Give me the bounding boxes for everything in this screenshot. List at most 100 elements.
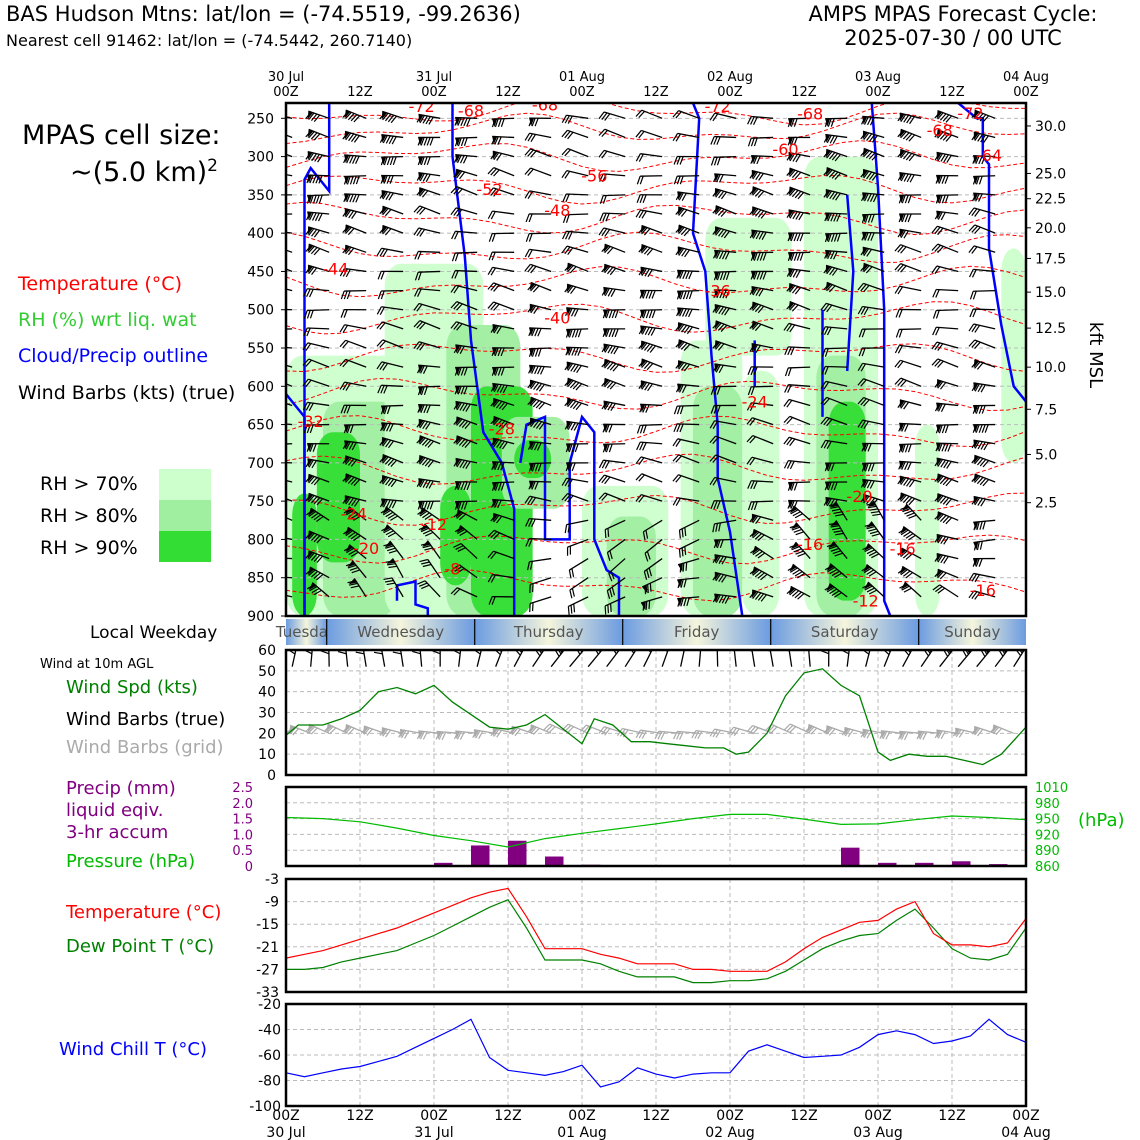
wind-barb (305, 492, 330, 506)
wind-barb (749, 513, 774, 525)
barb-shaft (286, 129, 293, 139)
barb-feather (724, 251, 730, 260)
barb-feather (564, 307, 570, 316)
barb-feather (684, 527, 687, 536)
wind-barb (931, 341, 959, 351)
barb-shaft (308, 530, 330, 541)
wind-barb (379, 190, 404, 201)
barb-feather (528, 481, 533, 490)
wind-tick-label: 0 (267, 768, 276, 784)
barb-feather (496, 515, 503, 524)
barb-feather (649, 583, 652, 592)
top-tick-hour: 12Z (347, 85, 373, 100)
barb-feather (971, 383, 977, 392)
barb-pennant (307, 244, 314, 253)
wind-barb (305, 110, 330, 122)
wind-barb (787, 136, 811, 146)
wind-barb-true (532, 650, 546, 668)
wind-barb (604, 596, 626, 615)
barb-shaft (825, 439, 848, 445)
barb-feather (871, 533, 881, 537)
wind-barb-grid (860, 728, 885, 739)
barb-feather (269, 361, 274, 370)
barb-shaft (456, 416, 478, 426)
barb-pennant (344, 473, 351, 483)
barb-feather (710, 500, 715, 509)
barb-shaft (754, 545, 774, 560)
barb-feather (267, 330, 270, 338)
barb-feather (685, 562, 688, 571)
barb-feather (758, 288, 764, 297)
barb-shaft (695, 729, 718, 734)
barb-pennant (936, 730, 942, 739)
barb-shaft (566, 114, 589, 119)
barb-shaft (307, 309, 330, 312)
height-tick-label: 30.0 (1035, 119, 1066, 135)
barb-pennant (326, 724, 333, 733)
barb-shaft (789, 300, 811, 311)
wind-barb (971, 359, 996, 370)
barb-pennant (344, 724, 351, 733)
title-right: AMPS MPAS Forecast Cycle: 2025-07-30 / 0… (790, 2, 1116, 50)
barb-feather (823, 326, 829, 335)
barb-feather (428, 480, 434, 489)
barb-feather (905, 133, 913, 141)
wind-barb (347, 577, 367, 598)
barb-shaft (974, 224, 996, 234)
barb-shaft (641, 129, 663, 139)
wind-barb (931, 358, 959, 368)
barb-pennant (269, 477, 276, 486)
barb-feather (972, 405, 977, 414)
wind-barb (784, 366, 811, 377)
bottom-tick-date: 30 Jul (266, 1125, 305, 1140)
barb-pennant (751, 170, 757, 179)
wind-barb (491, 135, 515, 145)
barb-feather (906, 115, 912, 124)
barb-feather (339, 381, 346, 390)
barb-feather (865, 266, 873, 274)
barb-feather (709, 435, 716, 444)
legend-swatch-rh-80 (159, 500, 211, 531)
barb-feather (524, 190, 531, 199)
wind-barb (602, 328, 626, 338)
barb-shaft (567, 147, 589, 158)
barb-feather (824, 462, 829, 472)
barb-feather (573, 308, 579, 317)
barb-feather (421, 190, 429, 198)
barb-feather (863, 479, 869, 489)
wind-barb (789, 541, 811, 560)
barb-feather (749, 170, 756, 179)
barb-feather (422, 115, 428, 124)
wind-barb (487, 210, 515, 220)
barb-feather (463, 367, 468, 376)
barb-feather (524, 264, 531, 272)
barb-shaft (291, 650, 298, 667)
barb-feather (641, 210, 647, 219)
barb-feather (543, 723, 551, 731)
barb-feather (276, 558, 279, 566)
barb-feather (976, 541, 980, 551)
wind-barb (824, 212, 848, 222)
barb-feather (675, 133, 682, 142)
barb-feather (683, 597, 687, 607)
barb-feather (755, 592, 762, 600)
barb-pennant (381, 156, 387, 166)
weekday-strip: Local Weekday Tuesday Wednesday Thursday Fri… (90, 619, 1026, 645)
barb-feather (416, 436, 423, 444)
barb-feather (416, 580, 426, 585)
barb-feather (274, 495, 280, 504)
barb-feather (830, 525, 840, 528)
barb-feather (531, 463, 536, 472)
barb-feather (628, 650, 635, 654)
wind-barb (894, 285, 922, 295)
barb-feather (789, 303, 796, 311)
barb-feather (417, 386, 422, 396)
barb-feather (493, 514, 500, 523)
barb-feather (308, 266, 315, 275)
barb-feather (830, 462, 835, 472)
barb-feather (610, 345, 616, 354)
barb-feather (423, 386, 428, 396)
barb-pennant (529, 282, 536, 291)
bottom-tick-date: 31 Jul (414, 1125, 453, 1140)
barb-feather (343, 405, 348, 414)
